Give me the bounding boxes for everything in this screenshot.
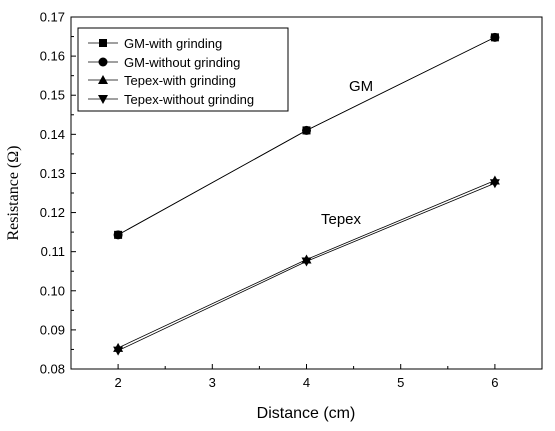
series-line xyxy=(117,182,496,351)
legend-marker-triangle-up xyxy=(98,75,108,84)
legend-item-gm-without-grinding: GM-without grinding xyxy=(88,55,240,70)
y-axis: 0.08 0.09 0.10 0.11 0.12 0.13 0.14 0.15 0.16 0.17 xyxy=(40,10,76,377)
legend-marker-circle xyxy=(98,57,108,67)
y-tick-label: 0.10 xyxy=(40,283,65,298)
y-tick-label: 0.09 xyxy=(40,322,65,337)
series-tepex-without-grinding xyxy=(113,179,500,356)
data-point xyxy=(489,179,500,189)
x-tick-label: 2 xyxy=(114,375,121,390)
y-axis-title: Resistance (Ω) xyxy=(5,146,22,241)
legend-label: GM-with grinding xyxy=(124,36,222,51)
series-gm-without-grinding xyxy=(113,32,500,240)
y-tick-label: 0.08 xyxy=(40,362,65,377)
legend-item-tepex-with-grinding: Tepex-with grinding xyxy=(88,73,236,88)
annotation-tepex: Tepex xyxy=(321,211,362,228)
legend-marker-triangle-down xyxy=(98,95,108,104)
y-tick-label: 0.11 xyxy=(41,244,65,259)
x-tick-label: 5 xyxy=(397,375,404,390)
legend-item-gm-with-grinding: GM-with grinding xyxy=(88,36,222,51)
legend-marker-square xyxy=(99,39,107,47)
y-tick-label: 0.17 xyxy=(40,10,65,25)
legend-label: Tepex-without grinding xyxy=(124,92,254,107)
y-tick-label: 0.14 xyxy=(40,127,65,142)
x-axis: 2 3 4 5 6 xyxy=(114,364,499,390)
x-tick-label: 3 xyxy=(209,375,216,390)
legend-item-tepex-without-grinding: Tepex-without grinding xyxy=(88,92,254,107)
legend-box xyxy=(77,27,289,112)
x-tick-label: 6 xyxy=(491,375,498,390)
x-axis-title: Distance (cm) xyxy=(257,405,356,422)
legend-label: GM-without grinding xyxy=(124,55,240,70)
data-point xyxy=(301,257,312,267)
data-point xyxy=(113,346,124,356)
legend-label: Tepex-with grinding xyxy=(124,73,236,88)
legend: GM-with grinding GM-without grinding Tep… xyxy=(77,27,289,112)
data-point xyxy=(113,230,123,240)
x-tick-label: 4 xyxy=(303,375,310,390)
annotation-gm: GM xyxy=(349,78,373,95)
y-tick-label: 0.15 xyxy=(40,88,65,103)
data-point xyxy=(490,32,500,42)
y-tick-label: 0.12 xyxy=(40,205,65,220)
series-layer xyxy=(113,32,500,356)
data-point xyxy=(302,125,311,135)
y-tick-label: 0.16 xyxy=(40,49,65,64)
y-tick-label: 0.13 xyxy=(40,166,65,181)
